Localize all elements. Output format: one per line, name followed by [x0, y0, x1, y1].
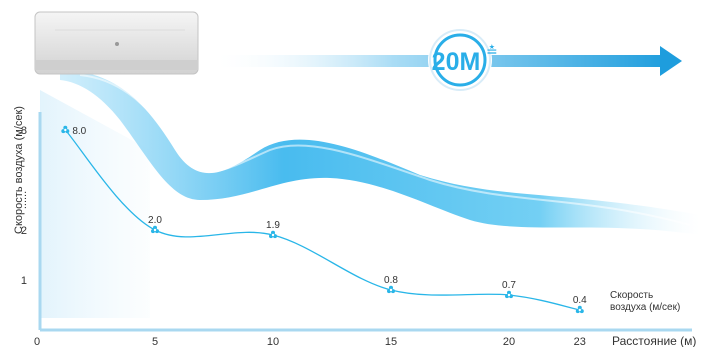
air-conditioner-icon	[34, 11, 199, 75]
x-tick-label: 10	[267, 336, 279, 347]
air-flow-ribbon-inner	[79, 74, 691, 226]
flow-shadow-panel	[40, 90, 150, 318]
y-tick-label: 2	[21, 225, 27, 237]
range-badge-label: 20M	[432, 48, 481, 76]
x-tick-label: 0	[34, 336, 40, 347]
x-tick-label: 20	[503, 336, 515, 347]
y-axis-break: ......	[17, 191, 29, 209]
data-point	[575, 305, 584, 314]
data-point	[269, 230, 277, 239]
x-tick-label: 23	[574, 336, 586, 347]
data-point	[387, 285, 395, 294]
y-tick-label: 8	[21, 125, 27, 137]
data-point	[61, 125, 70, 134]
data-label: 8.0	[72, 126, 86, 137]
x-tick-label: 15	[385, 336, 397, 347]
data-label: 0.8	[384, 275, 398, 286]
data-label: 2.0	[148, 215, 162, 226]
x-tick-label: 5	[152, 336, 158, 347]
x-axis-label: Расстояние (м)	[612, 334, 696, 347]
wind-icon: ≛	[486, 44, 498, 60]
legend: Скорость воздуха (м/сек)	[610, 290, 680, 313]
data-label: 0.7	[502, 280, 516, 291]
data-label: 1.9	[266, 220, 280, 231]
y-axis-label: Скорость воздуха (м/сек)	[13, 106, 25, 234]
data-point	[151, 225, 159, 234]
data-label: 0.4	[573, 295, 587, 306]
y-tick-label: 1	[21, 275, 27, 287]
legend-line-1: Скорость	[610, 290, 653, 301]
air-flow-ribbon	[60, 70, 700, 235]
range-badge: 20M ≛	[428, 28, 498, 92]
data-point	[505, 290, 513, 299]
legend-line-2: воздуха (м/сек)	[610, 302, 680, 313]
